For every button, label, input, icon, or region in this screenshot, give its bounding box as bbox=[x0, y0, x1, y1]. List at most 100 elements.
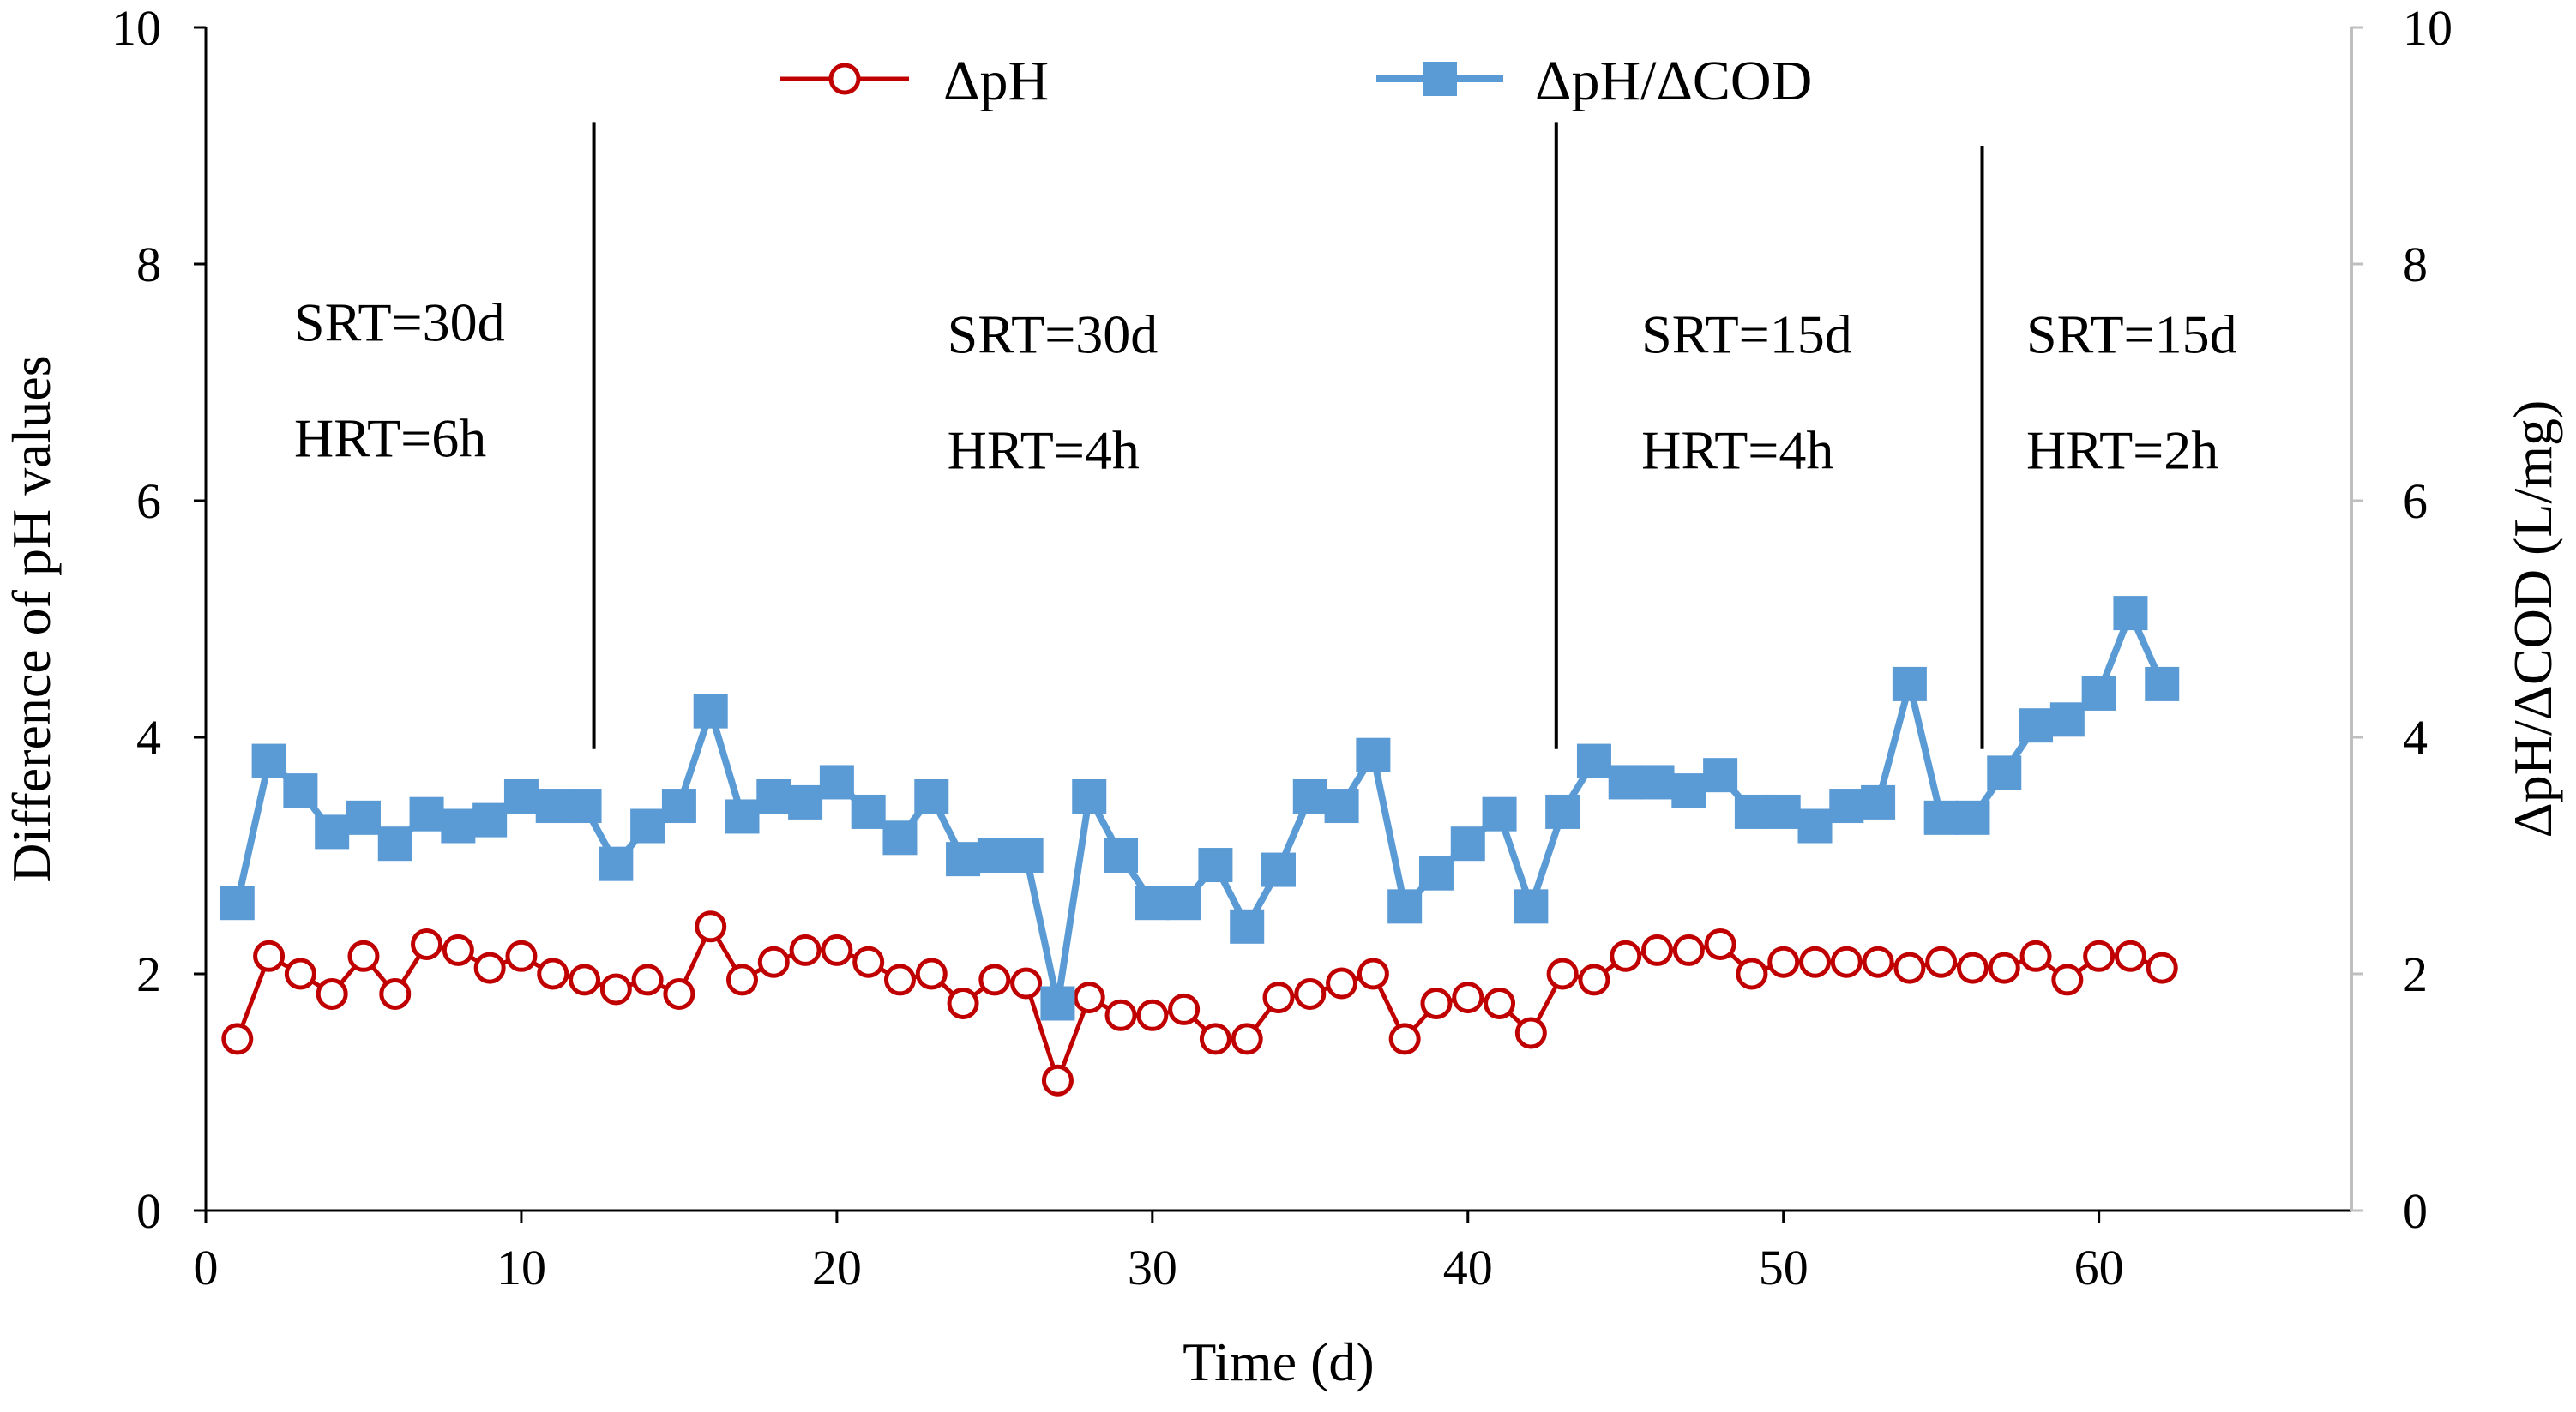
data-point-square bbox=[535, 789, 570, 824]
data-point-circle bbox=[253, 940, 286, 972]
data-point-square bbox=[1923, 800, 1959, 835]
x-tick-label: 20 bbox=[812, 1240, 862, 1295]
y-axis-right-title: ΔpH/ΔCOD (L/mg) bbox=[2502, 400, 2563, 838]
data-point-circle bbox=[1231, 1023, 1263, 1055]
legend-label: ΔpH bbox=[943, 50, 1049, 112]
data-point-circle bbox=[1988, 952, 2020, 984]
data-point-square bbox=[1104, 838, 1139, 873]
data-point-circle bbox=[852, 946, 885, 978]
data-point-circle bbox=[1104, 999, 1137, 1031]
data-point-circle bbox=[789, 934, 822, 966]
data-point-square bbox=[1703, 758, 1738, 793]
x-tick-label: 30 bbox=[1128, 1240, 1177, 1295]
data-point-square bbox=[756, 779, 791, 814]
data-point-square bbox=[1292, 779, 1327, 814]
data-point-square bbox=[1514, 889, 1549, 924]
data-point-square bbox=[1135, 886, 1170, 921]
data-point-square bbox=[472, 802, 508, 838]
data-point-circle bbox=[1010, 967, 1043, 1000]
phase-label-srt: SRT=15d bbox=[2026, 304, 2237, 365]
data-point-circle bbox=[599, 973, 632, 1006]
data-point-circle bbox=[883, 964, 916, 996]
phase-label-hrt: HRT=6h bbox=[294, 408, 486, 469]
phase-label-hrt: HRT=4h bbox=[1641, 420, 1833, 481]
legend-marker-circle bbox=[828, 63, 861, 95]
data-point-circle bbox=[284, 958, 316, 990]
y-tick-label-right: 0 bbox=[2403, 1183, 2428, 1239]
x-tick-label: 10 bbox=[497, 1240, 546, 1295]
x-tick-label: 60 bbox=[2074, 1240, 2124, 1295]
data-point-square bbox=[377, 826, 412, 862]
data-point-circle bbox=[1136, 999, 1169, 1031]
data-point-circle bbox=[1704, 928, 1736, 960]
y-tick-label-right: 10 bbox=[2403, 0, 2453, 56]
data-point-square bbox=[1734, 794, 1769, 829]
y-tick-label-left: 6 bbox=[136, 473, 161, 529]
data-point-square bbox=[503, 779, 539, 814]
series-group bbox=[220, 596, 2180, 1097]
phase-annotations: SRT=30d HRT=6h SRT=30d HRT=4h SRT=15d HRT=4h S… bbox=[294, 122, 2237, 749]
data-point-square bbox=[315, 814, 350, 850]
data-point-circle bbox=[1672, 934, 1705, 966]
x-axis-title: Time (d) bbox=[1183, 1331, 1374, 1392]
data-point-square bbox=[819, 765, 854, 800]
phase-label-srt: SRT=30d bbox=[948, 304, 1159, 365]
data-point-square bbox=[1008, 838, 1044, 873]
data-point-circle bbox=[1199, 1023, 1231, 1055]
y-tick-label-left: 4 bbox=[136, 710, 161, 766]
data-point-square bbox=[1766, 794, 1801, 829]
data-point-square bbox=[220, 886, 255, 921]
data-point-circle bbox=[1168, 993, 1201, 1025]
legend: ΔpH ΔpH/ΔCOD bbox=[780, 50, 1812, 112]
x-tick-label: 40 bbox=[1443, 1240, 1493, 1295]
data-point-square bbox=[1861, 784, 1896, 820]
data-point-circle bbox=[631, 964, 664, 996]
data-point-circle bbox=[1262, 982, 1295, 1014]
x-tick-label: 50 bbox=[1759, 1240, 1809, 1295]
data-point-square bbox=[441, 808, 476, 844]
data-point-square bbox=[1640, 765, 1675, 800]
y-tick-label-left: 8 bbox=[136, 237, 161, 292]
data-point-circle bbox=[1484, 988, 1516, 1019]
data-point-square bbox=[788, 784, 823, 820]
data-point-circle bbox=[1893, 952, 1926, 984]
data-point-square bbox=[1576, 743, 1611, 778]
data-point-square bbox=[1387, 889, 1423, 924]
data-point-square bbox=[1356, 737, 1391, 772]
data-point-square bbox=[1261, 852, 1296, 887]
data-point-square bbox=[725, 799, 760, 834]
data-point-square bbox=[1955, 800, 1990, 835]
data-point-circle bbox=[663, 977, 695, 1010]
data-point-square bbox=[283, 773, 318, 808]
data-point-circle bbox=[537, 958, 569, 990]
data-point-square bbox=[1892, 666, 1927, 701]
data-point-square bbox=[1450, 826, 1485, 862]
data-point-circle bbox=[726, 964, 758, 996]
data-point-circle bbox=[978, 964, 1011, 996]
data-point-square bbox=[599, 846, 634, 881]
data-point-circle bbox=[1767, 946, 1800, 978]
y-tick-label-left: 0 bbox=[136, 1183, 161, 1239]
data-point-circle bbox=[1546, 958, 1579, 990]
data-point-circle bbox=[695, 910, 727, 943]
data-point-circle bbox=[473, 952, 506, 984]
data-point-circle bbox=[1514, 1017, 1547, 1049]
y-tick-label-left: 2 bbox=[136, 946, 161, 1002]
data-point-square bbox=[851, 794, 886, 829]
data-point-circle bbox=[1041, 1064, 1074, 1097]
data-point-square bbox=[2049, 702, 2085, 737]
y-tick-label-right: 2 bbox=[2403, 946, 2428, 1002]
data-point-square bbox=[1829, 789, 1864, 824]
data-point-circle bbox=[1830, 946, 1863, 978]
data-point-square bbox=[1072, 779, 1107, 814]
phase-label-hrt: HRT=2h bbox=[2026, 420, 2218, 481]
data-point-circle bbox=[221, 1023, 254, 1055]
data-point-circle bbox=[2083, 940, 2116, 972]
phase-label-srt: SRT=30d bbox=[294, 292, 505, 353]
data-point-square bbox=[2019, 708, 2054, 743]
data-point-circle bbox=[821, 934, 853, 966]
data-point-circle bbox=[1388, 1023, 1421, 1055]
data-point-square bbox=[2145, 666, 2180, 701]
